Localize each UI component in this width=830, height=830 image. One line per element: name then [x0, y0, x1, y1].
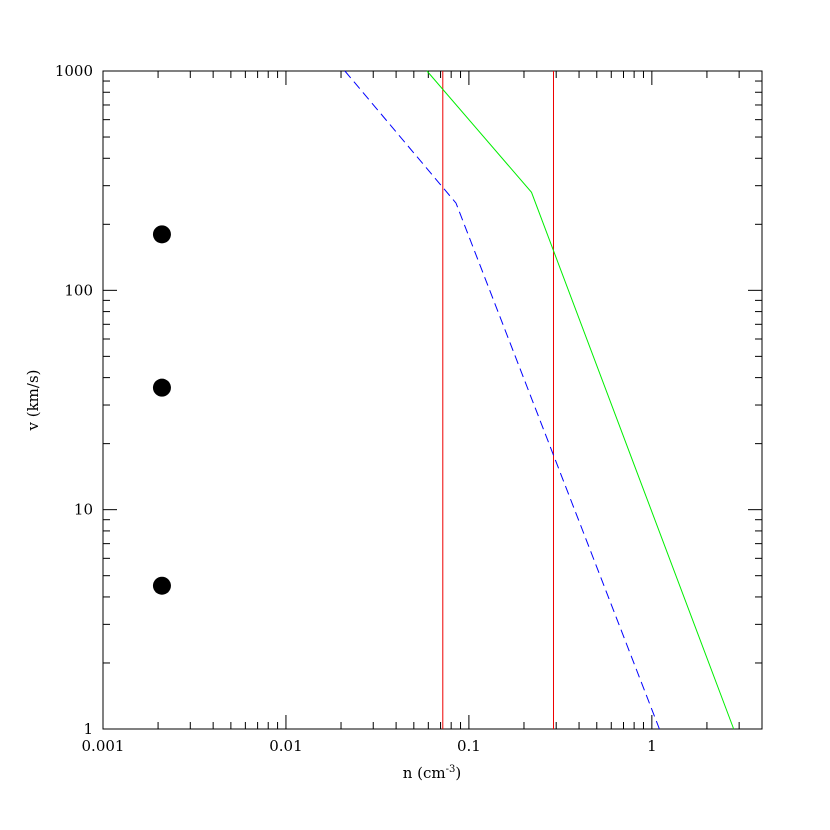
- x-tick-label: 1: [647, 737, 657, 755]
- x-axis-title-end: ): [455, 764, 461, 782]
- y-axis-title: v (km/s): [24, 369, 42, 431]
- x-tick-label: 0.001: [82, 737, 125, 755]
- x-axis-title: n (cm-3): [403, 764, 462, 782]
- x-tick-labels: 0.001 0.01 0.1 1: [82, 737, 657, 755]
- x-axis-title-main: n (cm: [403, 764, 446, 782]
- y-tick-label: 10: [74, 501, 93, 519]
- x-tick-label: 0.01: [269, 737, 302, 755]
- x-tick-label: 0.1: [457, 737, 481, 755]
- plot-frame: [102, 70, 763, 730]
- y-tick-label: 1: [83, 720, 93, 738]
- series-line-dashed: [344, 70, 660, 730]
- series-group: [344, 70, 735, 730]
- data-point: [152, 225, 171, 244]
- y-tick-label: 100: [64, 281, 93, 299]
- x-axis-title-sup: -3: [446, 764, 456, 775]
- scatter-points: [152, 225, 171, 595]
- data-point: [152, 378, 171, 397]
- series-line-solid: [426, 70, 735, 730]
- reference-lines: [442, 71, 554, 729]
- y-tick-label: 1000: [55, 62, 93, 80]
- data-point: [152, 576, 171, 595]
- y-tick-labels: 1 10 100 1000: [55, 62, 93, 738]
- axis-ticks: [102, 70, 763, 730]
